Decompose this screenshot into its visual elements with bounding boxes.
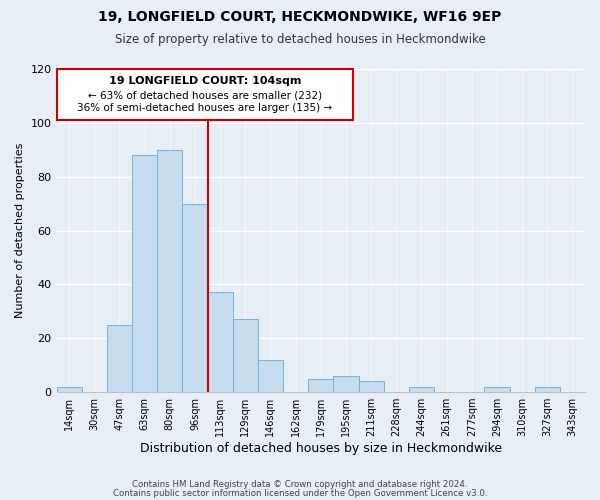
Text: 19 LONGFIELD COURT: 104sqm: 19 LONGFIELD COURT: 104sqm: [109, 76, 301, 86]
Bar: [132, 155, 157, 392]
Bar: [233, 320, 258, 392]
Text: 19, LONGFIELD COURT, HECKMONDWIKE, WF16 9EP: 19, LONGFIELD COURT, HECKMONDWIKE, WF16 …: [98, 10, 502, 24]
X-axis label: Distribution of detached houses by size in Heckmondwike: Distribution of detached houses by size …: [140, 442, 502, 455]
FancyBboxPatch shape: [56, 69, 353, 120]
Y-axis label: Number of detached properties: Number of detached properties: [15, 143, 25, 318]
Text: Contains HM Land Registry data © Crown copyright and database right 2024.: Contains HM Land Registry data © Crown c…: [132, 480, 468, 489]
Text: 36% of semi-detached houses are larger (135) →: 36% of semi-detached houses are larger (…: [77, 102, 332, 113]
Bar: [258, 360, 283, 392]
Bar: [308, 378, 334, 392]
Bar: [208, 292, 233, 392]
Bar: [107, 325, 132, 392]
Text: Contains public sector information licensed under the Open Government Licence v3: Contains public sector information licen…: [113, 488, 487, 498]
Text: Size of property relative to detached houses in Heckmondwike: Size of property relative to detached ho…: [115, 32, 485, 46]
Text: ← 63% of detached houses are smaller (232): ← 63% of detached houses are smaller (23…: [88, 90, 322, 101]
Bar: [409, 386, 434, 392]
Bar: [334, 376, 359, 392]
Bar: [56, 386, 82, 392]
Bar: [535, 386, 560, 392]
Bar: [157, 150, 182, 392]
Bar: [182, 204, 208, 392]
Bar: [359, 382, 383, 392]
Bar: [484, 386, 509, 392]
